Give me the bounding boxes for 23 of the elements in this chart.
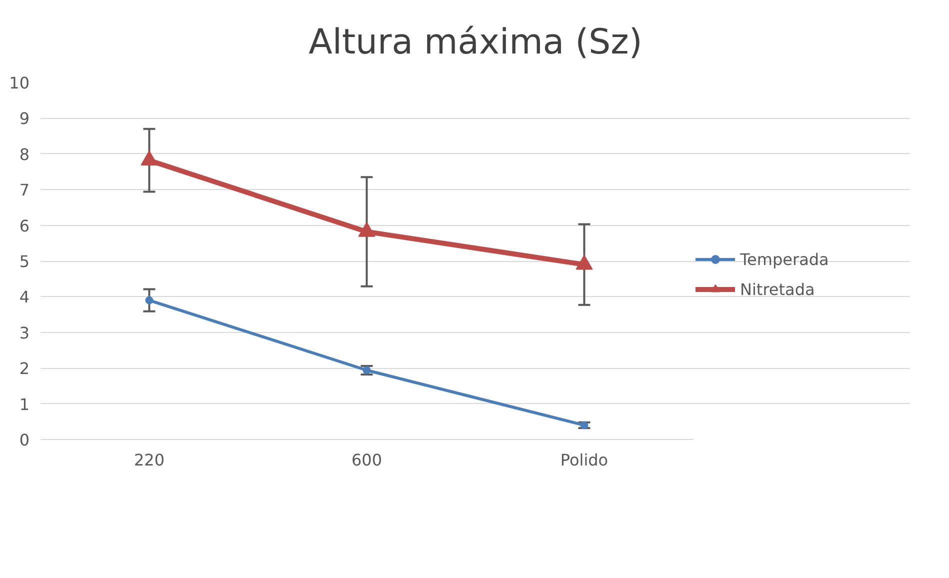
point (140, 150, 158, 166)
y-tick-label: 0 (19, 430, 30, 450)
x-tick-label: Polido (560, 450, 608, 470)
y-tick-label: 9 (19, 109, 30, 128)
point (580, 421, 588, 430)
x-tick-label: 220 (134, 450, 165, 470)
y-tick-label: 7 (19, 180, 30, 200)
point (358, 222, 376, 237)
legend-label: Temperada (740, 250, 829, 268)
point (362, 366, 371, 374)
y-tick-label: 3 (19, 323, 30, 342)
point (145, 296, 154, 304)
chart-title: Altura máxima (Sz) (308, 22, 642, 62)
x-tick-label: 600 (351, 450, 382, 470)
y-tick-label: 1 (19, 394, 30, 414)
y-tick-label: 6 (19, 216, 30, 236)
y-tick-label: 4 (19, 288, 30, 307)
y-tick-label: 10 (9, 74, 30, 92)
y-tick-label: 5 (19, 252, 30, 271)
y-tick-label: 8 (19, 144, 30, 164)
point (576, 254, 593, 270)
y-tick-label: 2 (19, 359, 30, 378)
legend-label: Nitretada (740, 280, 815, 298)
